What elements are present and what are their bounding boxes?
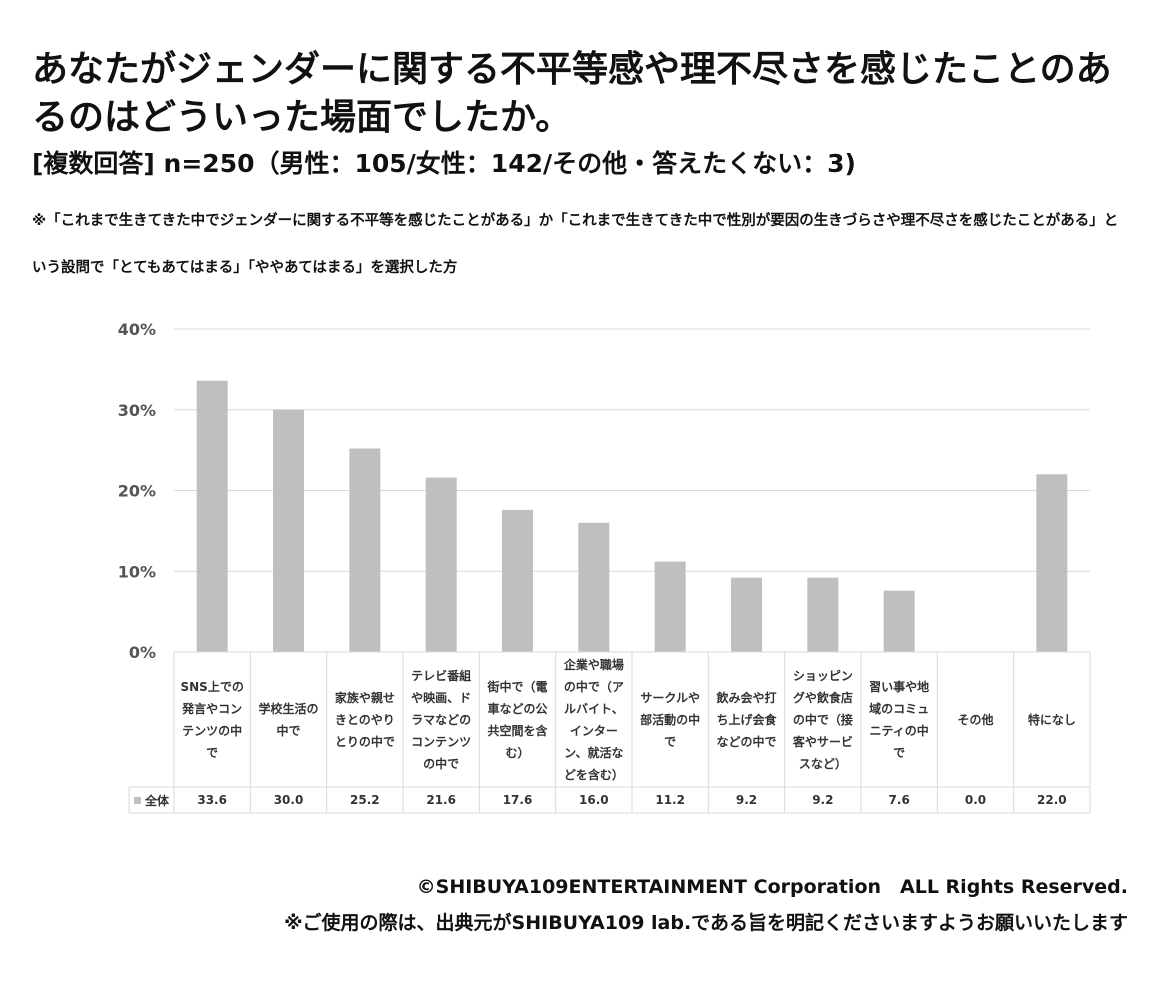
data-label: 25.2: [350, 793, 380, 807]
bar: [273, 409, 304, 652]
copyright-text: ©SHIBUYA109ENTERTAINMENT Corporation ALL…: [416, 876, 1128, 898]
series-name: 全体: [145, 793, 170, 808]
bar: [578, 522, 610, 652]
data-label: 33.6: [197, 793, 227, 807]
data-label: 7.6: [888, 793, 910, 807]
chart-title: あなたがジェンダーに関する不平等感や理不尽さを感じたことのあるのはどういった場面…: [32, 49, 1112, 138]
category-label: 街中で（電車などの公共空間を含む）: [487, 679, 548, 760]
data-label: 0.0: [964, 793, 987, 807]
bar: [807, 577, 839, 652]
data-label: 9.2: [812, 793, 834, 807]
y-tick-label: 0%: [129, 643, 156, 662]
category-label: 飲み会や打ち上げ会食などの中で: [716, 690, 777, 749]
bar: [502, 509, 533, 652]
data-label: 22.0: [1037, 793, 1067, 807]
data-label: 30.0: [273, 793, 304, 807]
data-label: 16.0: [579, 793, 609, 807]
bar: [654, 561, 686, 652]
data-label: 17.6: [502, 793, 533, 807]
category-label: ショッピングや飲食店の中で（接客やサービスなど）: [792, 668, 853, 771]
category-label: 習い事や地域のコミュニティの中で: [869, 679, 930, 760]
category-label: SNS上での発言やコンテンツの中で: [180, 679, 244, 760]
bar: [731, 577, 762, 652]
survey-note: ※「これまで生きてきた中でジェンダーに関する不平等を感じたことがある」か「これま…: [32, 213, 1119, 276]
category-label: 企業や職場の中で（アルバイト、インターン、就活などを含む）: [563, 657, 624, 782]
usage-notice: ※ご使用の際は、出典元がSHIBUYA109 lab.である旨を明記くださいます…: [284, 912, 1128, 934]
legend-swatch: [134, 796, 141, 804]
category-label: サークルや部活動の中で: [640, 690, 701, 749]
bar: [1036, 474, 1068, 652]
category-label: 学校生活の中で: [258, 701, 319, 738]
data-label: 21.6: [426, 793, 456, 807]
y-tick-label: 40%: [118, 320, 156, 339]
bar: [196, 380, 228, 652]
category-label: 特になし: [1027, 712, 1076, 727]
category-label: その他: [957, 712, 994, 727]
y-tick-label: 10%: [118, 562, 156, 581]
data-label: 9.2: [735, 793, 758, 807]
category-label: テレビ番組や映画、ドラマなどのコンテンツの中で: [411, 668, 472, 771]
y-tick-label: 30%: [118, 401, 156, 420]
bar: [349, 448, 381, 652]
chart-subtitle: [複数回答] n=250（男性：105/女性：142/その他・答えたくない：3): [32, 149, 856, 178]
bar: [883, 590, 915, 652]
series-legend: 全体: [129, 787, 174, 813]
bar: [425, 477, 457, 652]
data-label: 11.2: [655, 793, 685, 807]
y-tick-label: 20%: [118, 482, 156, 501]
category-label: 家族や親せきとのやりとりの中で: [334, 690, 395, 749]
